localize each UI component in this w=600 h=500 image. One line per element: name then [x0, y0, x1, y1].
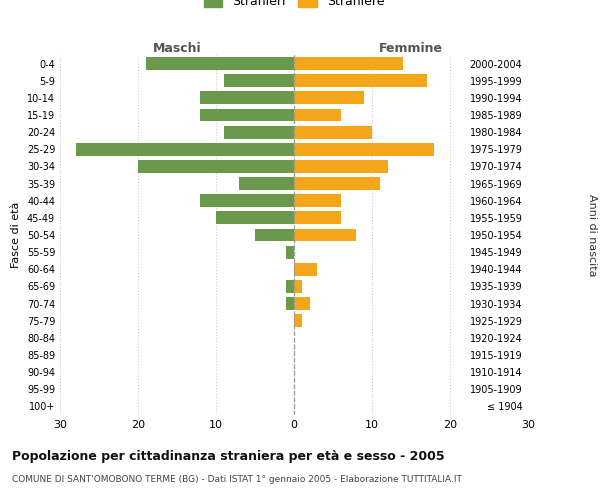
Bar	[286, 280, 294, 293]
Text: COMUNE DI SANT'OMOBONO TERME (BG) - Dati ISTAT 1° gennaio 2005 - Elaborazione TU: COMUNE DI SANT'OMOBONO TERME (BG) - Dati…	[12, 475, 462, 484]
Bar	[294, 228, 356, 241]
Bar	[216, 212, 294, 224]
Text: Anni di nascita: Anni di nascita	[587, 194, 597, 276]
Bar	[294, 126, 372, 138]
Bar	[294, 194, 341, 207]
Bar	[200, 92, 294, 104]
Text: Popolazione per cittadinanza straniera per età e sesso - 2005: Popolazione per cittadinanza straniera p…	[12, 450, 445, 463]
Bar	[146, 57, 294, 70]
Legend: Stranieri, Straniere: Stranieri, Straniere	[199, 0, 389, 12]
Bar	[239, 177, 294, 190]
Bar	[286, 246, 294, 258]
Bar	[224, 126, 294, 138]
Bar	[224, 74, 294, 87]
Bar	[294, 314, 302, 327]
Bar	[138, 160, 294, 173]
Text: Femmine: Femmine	[379, 42, 443, 55]
Bar	[294, 160, 388, 173]
Bar	[200, 194, 294, 207]
Bar	[294, 143, 434, 156]
Y-axis label: Fasce di età: Fasce di età	[11, 202, 21, 268]
Bar	[255, 228, 294, 241]
Bar	[294, 212, 341, 224]
Bar	[294, 280, 302, 293]
Bar	[76, 143, 294, 156]
Bar	[286, 297, 294, 310]
Bar	[294, 297, 310, 310]
Bar	[294, 92, 364, 104]
Bar	[294, 177, 380, 190]
Text: Maschi: Maschi	[152, 42, 202, 55]
Bar	[294, 57, 403, 70]
Bar	[294, 263, 317, 276]
Bar	[294, 74, 427, 87]
Bar	[294, 108, 341, 122]
Bar	[200, 108, 294, 122]
